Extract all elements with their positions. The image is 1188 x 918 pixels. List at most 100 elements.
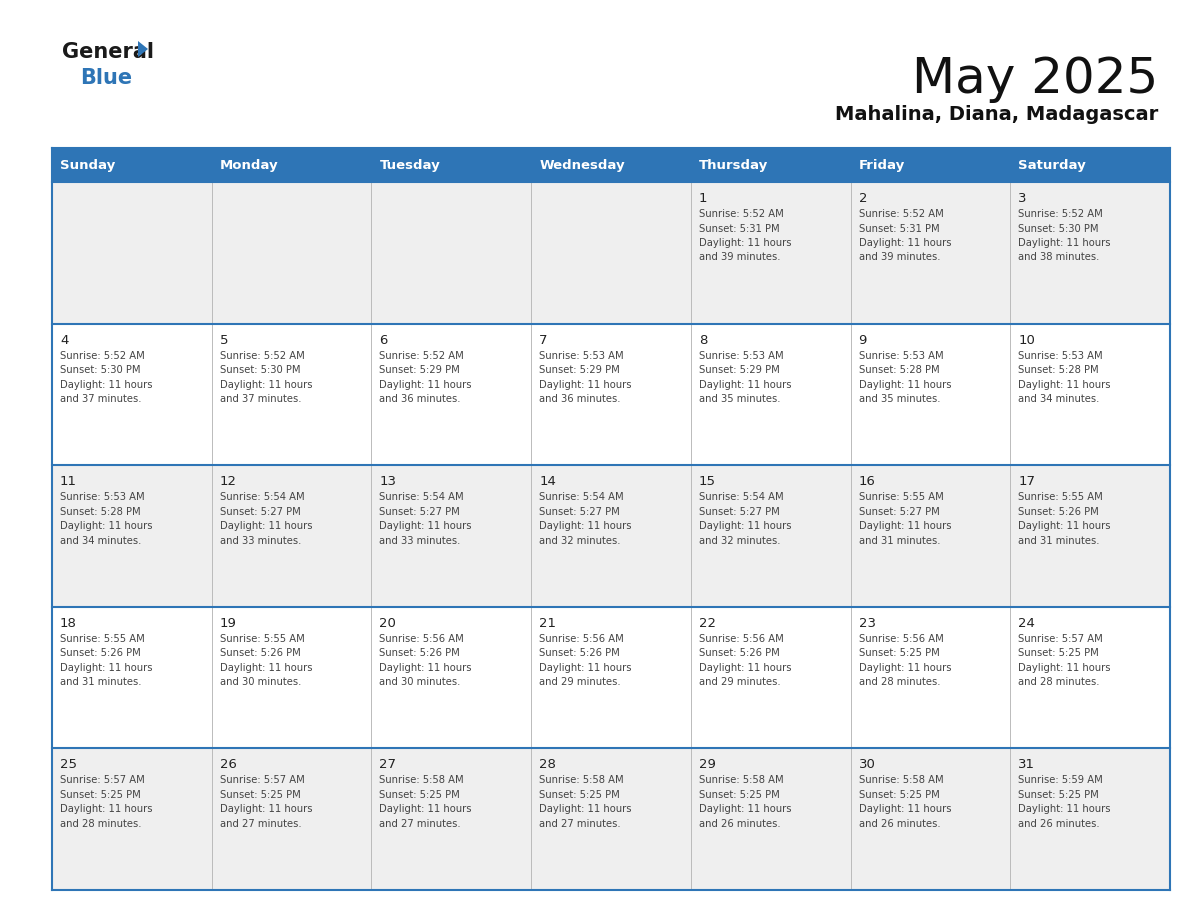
- Polygon shape: [138, 41, 148, 57]
- Text: 9: 9: [859, 333, 867, 347]
- Bar: [211, 465, 372, 607]
- Text: Sunrise: 5:55 AM: Sunrise: 5:55 AM: [59, 633, 145, 644]
- Text: Sunset: 5:26 PM: Sunset: 5:26 PM: [379, 648, 460, 658]
- Text: Sunset: 5:27 PM: Sunset: 5:27 PM: [220, 507, 301, 517]
- Bar: [372, 748, 531, 890]
- Text: 28: 28: [539, 758, 556, 771]
- Text: Sunset: 5:28 PM: Sunset: 5:28 PM: [59, 507, 140, 517]
- Bar: [851, 607, 1010, 748]
- Bar: [211, 607, 372, 748]
- Text: Sunset: 5:29 PM: Sunset: 5:29 PM: [539, 365, 620, 375]
- Bar: [691, 182, 851, 324]
- Text: and 37 minutes.: and 37 minutes.: [59, 394, 141, 404]
- Text: Saturday: Saturday: [1018, 159, 1086, 172]
- Text: and 28 minutes.: and 28 minutes.: [859, 677, 940, 688]
- Text: and 26 minutes.: and 26 minutes.: [699, 819, 781, 829]
- Text: 25: 25: [59, 758, 77, 771]
- Text: Daylight: 11 hours: Daylight: 11 hours: [539, 380, 632, 389]
- Text: 15: 15: [699, 476, 716, 488]
- Bar: [851, 182, 1010, 324]
- Text: Sunrise: 5:53 AM: Sunrise: 5:53 AM: [699, 351, 783, 361]
- Bar: [211, 748, 372, 890]
- Text: Sunset: 5:27 PM: Sunset: 5:27 PM: [379, 507, 460, 517]
- Bar: [372, 607, 531, 748]
- Bar: [1010, 182, 1170, 324]
- Text: 12: 12: [220, 476, 236, 488]
- Text: 6: 6: [379, 333, 387, 347]
- Text: and 36 minutes.: and 36 minutes.: [379, 394, 461, 404]
- Text: and 27 minutes.: and 27 minutes.: [379, 819, 461, 829]
- Text: 5: 5: [220, 333, 228, 347]
- Text: Daylight: 11 hours: Daylight: 11 hours: [220, 663, 312, 673]
- Text: Blue: Blue: [80, 68, 132, 88]
- Text: Daylight: 11 hours: Daylight: 11 hours: [1018, 663, 1111, 673]
- Text: Sunset: 5:25 PM: Sunset: 5:25 PM: [1018, 789, 1099, 800]
- Text: and 35 minutes.: and 35 minutes.: [859, 394, 940, 404]
- Text: Daylight: 11 hours: Daylight: 11 hours: [59, 521, 152, 532]
- Text: Daylight: 11 hours: Daylight: 11 hours: [699, 238, 791, 248]
- Text: Sunrise: 5:57 AM: Sunrise: 5:57 AM: [220, 776, 304, 786]
- Bar: [52, 748, 211, 890]
- Text: 2: 2: [859, 192, 867, 205]
- Bar: [851, 748, 1010, 890]
- Text: Daylight: 11 hours: Daylight: 11 hours: [539, 663, 632, 673]
- Text: Sunset: 5:25 PM: Sunset: 5:25 PM: [220, 789, 301, 800]
- Text: 27: 27: [379, 758, 397, 771]
- Text: 19: 19: [220, 617, 236, 630]
- Text: Sunrise: 5:52 AM: Sunrise: 5:52 AM: [699, 209, 784, 219]
- Text: Daylight: 11 hours: Daylight: 11 hours: [220, 804, 312, 814]
- Text: Daylight: 11 hours: Daylight: 11 hours: [379, 663, 472, 673]
- Text: Sunset: 5:25 PM: Sunset: 5:25 PM: [539, 789, 620, 800]
- Text: Daylight: 11 hours: Daylight: 11 hours: [1018, 238, 1111, 248]
- Text: Daylight: 11 hours: Daylight: 11 hours: [699, 521, 791, 532]
- Text: 20: 20: [379, 617, 397, 630]
- Text: Sunrise: 5:56 AM: Sunrise: 5:56 AM: [379, 633, 465, 644]
- Text: Sunrise: 5:53 AM: Sunrise: 5:53 AM: [859, 351, 943, 361]
- Text: Sunrise: 5:54 AM: Sunrise: 5:54 AM: [539, 492, 624, 502]
- Text: Sunrise: 5:58 AM: Sunrise: 5:58 AM: [379, 776, 465, 786]
- Text: Sunset: 5:29 PM: Sunset: 5:29 PM: [699, 365, 779, 375]
- Text: Daylight: 11 hours: Daylight: 11 hours: [859, 521, 952, 532]
- Text: and 33 minutes.: and 33 minutes.: [220, 536, 301, 545]
- Text: Sunrise: 5:58 AM: Sunrise: 5:58 AM: [539, 776, 624, 786]
- Text: Daylight: 11 hours: Daylight: 11 hours: [379, 380, 472, 389]
- Text: and 27 minutes.: and 27 minutes.: [539, 819, 621, 829]
- Text: and 32 minutes.: and 32 minutes.: [539, 536, 620, 545]
- Text: and 36 minutes.: and 36 minutes.: [539, 394, 620, 404]
- Bar: [531, 465, 691, 607]
- Text: 8: 8: [699, 333, 707, 347]
- Bar: [211, 148, 372, 182]
- Text: 1: 1: [699, 192, 707, 205]
- Text: and 38 minutes.: and 38 minutes.: [1018, 252, 1100, 263]
- Bar: [1010, 148, 1170, 182]
- Text: May 2025: May 2025: [911, 55, 1158, 103]
- Text: Thursday: Thursday: [699, 159, 769, 172]
- Bar: [52, 182, 211, 324]
- Text: Sunrise: 5:55 AM: Sunrise: 5:55 AM: [1018, 492, 1102, 502]
- Text: and 31 minutes.: and 31 minutes.: [59, 677, 141, 688]
- Text: Sunrise: 5:59 AM: Sunrise: 5:59 AM: [1018, 776, 1102, 786]
- Bar: [851, 324, 1010, 465]
- Text: and 28 minutes.: and 28 minutes.: [59, 819, 141, 829]
- Text: Daylight: 11 hours: Daylight: 11 hours: [859, 238, 952, 248]
- Bar: [372, 182, 531, 324]
- Text: 29: 29: [699, 758, 715, 771]
- Text: Daylight: 11 hours: Daylight: 11 hours: [539, 804, 632, 814]
- Bar: [531, 148, 691, 182]
- Text: and 39 minutes.: and 39 minutes.: [859, 252, 940, 263]
- Text: and 34 minutes.: and 34 minutes.: [59, 536, 141, 545]
- Text: Sunrise: 5:57 AM: Sunrise: 5:57 AM: [59, 776, 145, 786]
- Text: Wednesday: Wednesday: [539, 159, 625, 172]
- Text: Sunset: 5:26 PM: Sunset: 5:26 PM: [59, 648, 140, 658]
- Bar: [52, 607, 211, 748]
- Text: Daylight: 11 hours: Daylight: 11 hours: [699, 804, 791, 814]
- Text: Sunset: 5:25 PM: Sunset: 5:25 PM: [859, 648, 940, 658]
- Text: 4: 4: [59, 333, 69, 347]
- Text: and 33 minutes.: and 33 minutes.: [379, 536, 461, 545]
- Text: Sunset: 5:28 PM: Sunset: 5:28 PM: [859, 365, 940, 375]
- Text: Sunset: 5:26 PM: Sunset: 5:26 PM: [220, 648, 301, 658]
- Text: Sunrise: 5:56 AM: Sunrise: 5:56 AM: [859, 633, 943, 644]
- Text: Sunrise: 5:54 AM: Sunrise: 5:54 AM: [379, 492, 465, 502]
- Text: 18: 18: [59, 617, 77, 630]
- Text: Daylight: 11 hours: Daylight: 11 hours: [859, 804, 952, 814]
